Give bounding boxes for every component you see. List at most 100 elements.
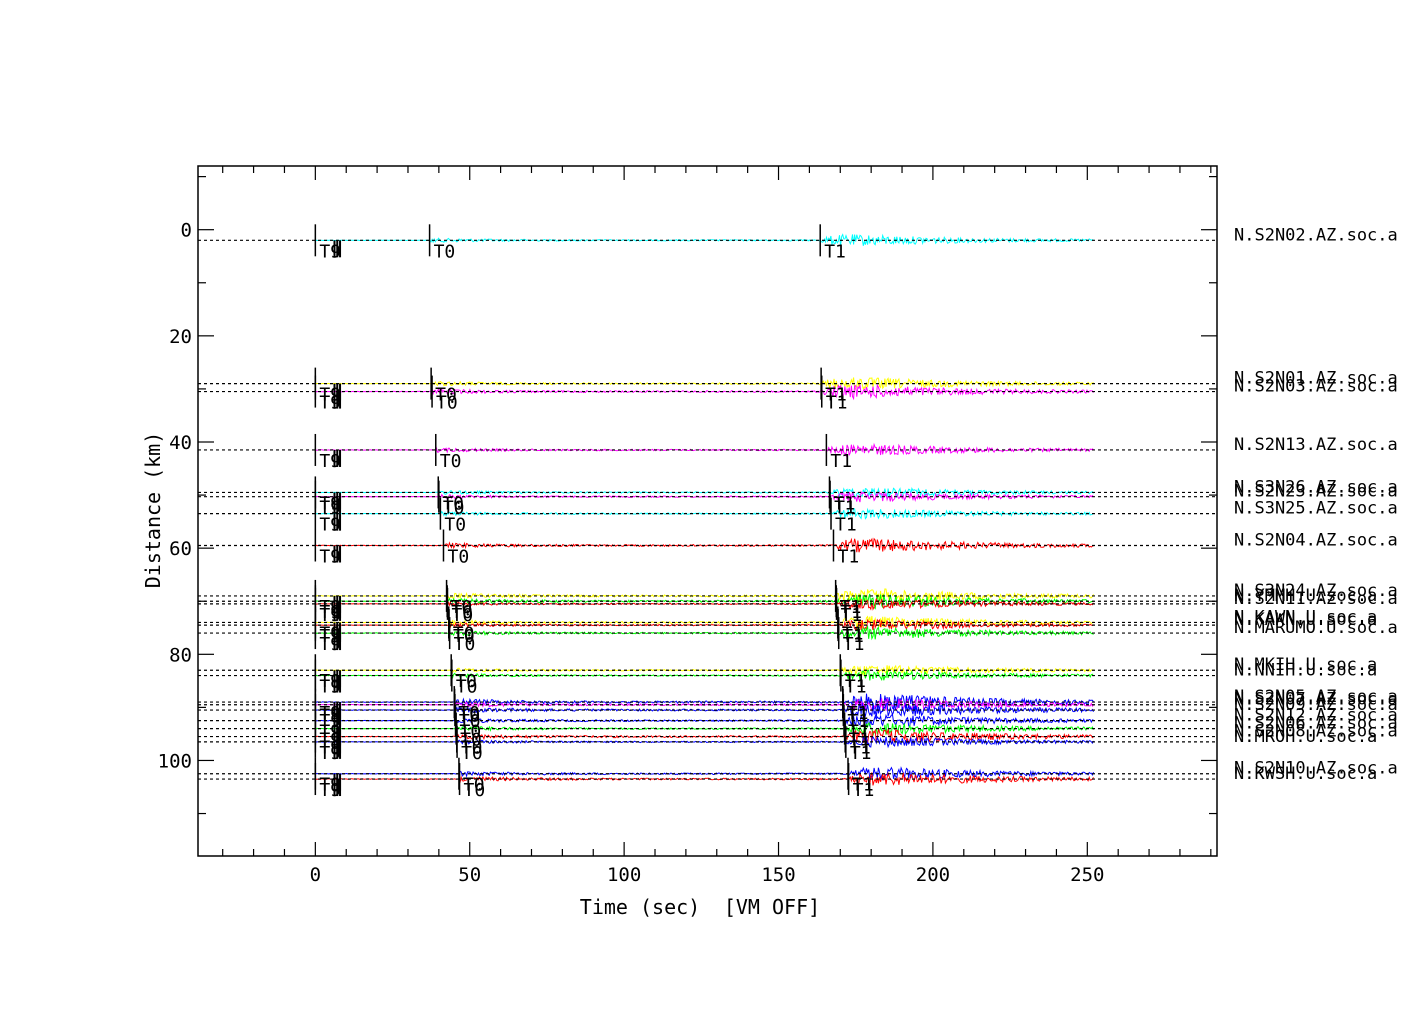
t9-pick-label: T9	[319, 743, 341, 764]
t9-pick-label: T9	[319, 677, 341, 698]
t9-pick-label: T9	[319, 671, 341, 692]
x-tick-label: 200	[916, 864, 950, 886]
t9-pick-label: T9	[319, 711, 341, 732]
t9-pick-label: T9	[319, 634, 341, 655]
y-tick-label: 0	[181, 220, 192, 242]
t9-pick-label: T9	[319, 722, 341, 743]
t1-pick-label: T1	[833, 493, 855, 514]
t0-pick-label: T0	[447, 547, 469, 568]
y-tick-label: 40	[169, 432, 192, 454]
t1-pick-label: T1	[843, 634, 865, 655]
t9-pick-label: T9	[319, 738, 341, 759]
t1-pick-label: T1	[844, 671, 866, 692]
t0-pick-label: T0	[451, 597, 473, 618]
t0-pick-label: T0	[453, 626, 475, 647]
station-label: N.KAKN.U.soc.a	[1234, 610, 1377, 630]
station-label: N.S3N24.AZ.soc.a	[1234, 581, 1398, 601]
t1-pick-label: T1	[834, 498, 856, 519]
station-label: N.S2N11.AZ.soc.a	[1234, 589, 1398, 609]
t9-pick-label: T9	[319, 626, 341, 647]
t0-pick-label: T0	[443, 498, 465, 519]
t1-pick-label: T1	[842, 623, 864, 644]
guides-layer	[198, 239, 1217, 780]
station-label: N.S2N08.AZ.soc.a	[1234, 722, 1398, 742]
station-label: N.S2N01.AZ.soc.a	[1234, 369, 1398, 389]
t0-pick-label: T0	[460, 730, 482, 751]
t1-pick-label: T1	[850, 743, 872, 764]
t9-pick-label: T9	[319, 547, 341, 568]
t9-pick-label: T9	[319, 385, 341, 406]
t9-pick-label: T9	[319, 623, 341, 644]
t1-pick-label: T1	[848, 722, 870, 743]
station-label: N.KWSH.U.soc.a	[1234, 764, 1377, 784]
t0-pick-label: T0	[434, 241, 456, 262]
t1-pick-label: T1	[840, 597, 862, 618]
x-tick-label: 150	[761, 864, 795, 886]
picks-layer: T9 T0 T1 T9 T0 T1 T9 T0 T1 T9 T0 T1 T9 T0 T1 T9 T0 T1 T9 T0…	[314, 224, 875, 801]
t1-pick-label: T1	[853, 780, 875, 801]
station-label: N.YMMH.U.soc.a	[1234, 586, 1377, 606]
t0-pick-label: T0	[461, 743, 483, 764]
x-axis-label: Time (sec)	[580, 895, 700, 919]
t1-pick-label: T1	[842, 626, 864, 647]
t0-pick-label: T0	[456, 677, 478, 698]
t1-pick-label: T1	[840, 602, 862, 623]
x-axis-label-note: [VM OFF]	[724, 895, 820, 919]
plot-frame	[197, 165, 1218, 857]
y-tick-label: 80	[169, 644, 192, 666]
station-label: N.MROH.U.soc.a	[1234, 727, 1377, 747]
t9-pick-label: T9	[319, 393, 341, 414]
t1-pick-label: T1	[837, 547, 859, 568]
station-label: N.S2N12.AZ.soc.a	[1234, 706, 1398, 726]
station-label: N.MKIH.U.soc.a	[1234, 655, 1377, 675]
t9-pick-label: T9	[319, 602, 341, 623]
t1-pick-label: T1	[847, 706, 869, 727]
station-label: N.S3N25.AZ.soc.a	[1234, 499, 1398, 519]
t9-pick-label: T9	[319, 597, 341, 618]
t0-pick-label: T0	[463, 775, 485, 796]
t0-pick-label: T0	[455, 671, 477, 692]
t0-pick-label: T0	[440, 451, 462, 472]
t9-pick-label: T9	[319, 730, 341, 751]
t9-pick-label: T9	[319, 241, 341, 262]
t9-pick-label: T9	[319, 493, 341, 514]
station-label: N.S2N05.AZ.soc.a	[1234, 687, 1398, 707]
t9-pick-label: T9	[319, 703, 341, 724]
t0-pick-label: T0	[460, 722, 482, 743]
x-tick-label: 250	[1070, 864, 1104, 886]
station-label: N.S2N10.AZ.soc.a	[1234, 759, 1398, 779]
station-label: N.S2N02.AZ.soc.a	[1234, 225, 1398, 245]
t0-pick-label: T0	[452, 605, 474, 626]
t0-pick-label: T0	[435, 385, 457, 406]
station-label: N.S2N07.AZ.soc.a	[1234, 690, 1398, 710]
t9-pick-label: T9	[319, 775, 341, 796]
t9-pick-label: T9	[319, 780, 341, 801]
t1-pick-label: T1	[835, 515, 857, 536]
traces-layer	[315, 233, 1094, 786]
station-label: N.S2N03.AZ.soc.a	[1234, 377, 1398, 397]
t1-pick-label: T1	[845, 677, 867, 698]
t9-pick-label: T9	[319, 605, 341, 626]
station-label: N.MARUMO.U.soc.a	[1234, 618, 1398, 638]
t0-pick-label: T0	[464, 780, 486, 801]
t0-pick-label: T0	[458, 703, 480, 724]
t1-pick-label: T1	[841, 605, 863, 626]
t0-pick-label: T0	[454, 634, 476, 655]
y-tick-label: 100	[158, 750, 192, 772]
t1-pick-label: T1	[852, 775, 874, 796]
t1-pick-label: T1	[849, 730, 871, 751]
t0-pick-label: T0	[442, 493, 464, 514]
t1-pick-label: T1	[830, 451, 852, 472]
y-tick-label: 20	[169, 326, 192, 348]
station-label: N.KAWN.U.soc.a	[1234, 607, 1377, 627]
y-axis-label: Distance (km)	[141, 432, 165, 589]
t1-pick-label: T1	[849, 738, 871, 759]
axes-layer: 0 50 100 150 200 250 0 20 40 60 80 100	[158, 166, 1217, 886]
t0-pick-label: T0	[453, 623, 475, 644]
t1-pick-label: T1	[847, 711, 869, 732]
t1-pick-label: T1	[847, 703, 869, 724]
station-label: N.S3N26.AZ.soc.a	[1234, 477, 1398, 497]
t1-pick-label: T1	[826, 393, 848, 414]
t0-pick-label: T0	[444, 515, 466, 536]
